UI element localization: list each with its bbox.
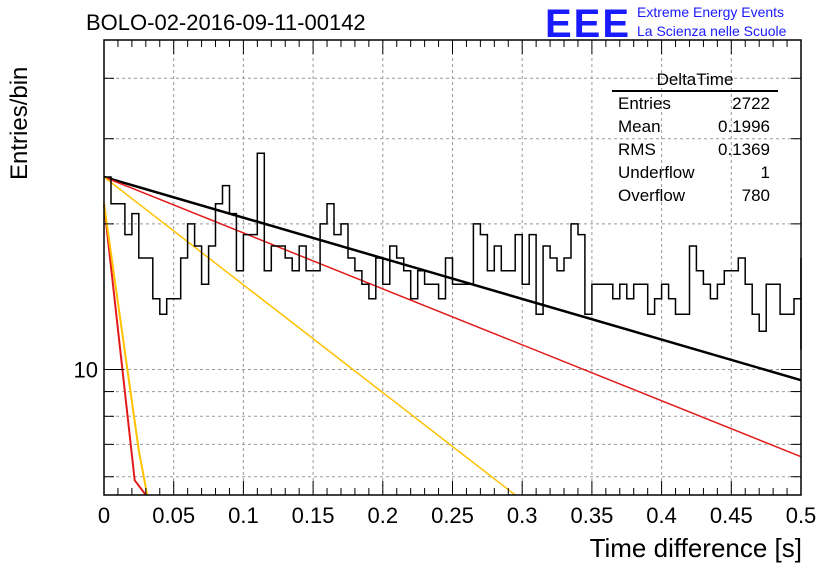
x-tick-label: 0.05 bbox=[152, 503, 195, 528]
stats-value: 0.1369 bbox=[718, 140, 770, 159]
y-tick-label: 10 bbox=[74, 357, 98, 382]
x-tick-label: 0.4 bbox=[646, 503, 677, 528]
x-tick-label: 0.5 bbox=[786, 503, 817, 528]
y-axis-label: Entries/bin bbox=[6, 66, 33, 180]
stats-row-overflow: Overflow 780 bbox=[612, 184, 778, 207]
fit-curve bbox=[103, 176, 516, 496]
fit-curve bbox=[103, 203, 149, 496]
x-axis-label: Time difference [s] bbox=[589, 533, 802, 563]
stats-label: Underflow bbox=[618, 163, 695, 182]
x-tick-labels: 0 0.05 0.1 0.15 0.2 0.25 0.3 0.35 0.4 0.45 0.5 bbox=[98, 503, 816, 528]
x-tick-label: 0 bbox=[98, 503, 110, 528]
eee-logo: EEE bbox=[545, 2, 632, 46]
logo-line-2: La Scienza nelle Scuole bbox=[637, 23, 787, 39]
stats-label: RMS bbox=[618, 140, 656, 159]
histogram-line bbox=[104, 152, 802, 350]
grid bbox=[104, 40, 801, 495]
stats-row-mean: Mean 0.1996 bbox=[612, 115, 778, 138]
x-tick-label: 0.45 bbox=[710, 503, 753, 528]
stats-title: DeltaTime bbox=[612, 70, 778, 92]
stats-row-entries: Entries 2722 bbox=[612, 92, 778, 115]
x-tick-label: 0.3 bbox=[507, 503, 538, 528]
stats-box: DeltaTime Entries 2722 Mean 0.1996 RMS 0.13… bbox=[612, 70, 778, 207]
stats-row-rms: RMS 0.1369 bbox=[612, 138, 778, 161]
fit-curve bbox=[103, 176, 802, 458]
chart-title: BOLO-02-2016-09-11-00142 bbox=[86, 10, 366, 35]
x-tick-label: 0.15 bbox=[292, 503, 335, 528]
stats-value: 780 bbox=[741, 186, 770, 205]
stats-value: 0.1996 bbox=[718, 117, 770, 136]
y-tick-labels: 10 bbox=[74, 357, 98, 382]
stats-label: Entries bbox=[618, 94, 671, 113]
x-tick-label: 0.35 bbox=[570, 503, 613, 528]
x-tick-label: 0.2 bbox=[368, 503, 399, 528]
x-tick-label: 0.25 bbox=[431, 503, 474, 528]
stats-row-underflow: Underflow 1 bbox=[612, 161, 778, 184]
x-tick-label: 0.1 bbox=[228, 503, 259, 528]
fit-curve bbox=[103, 203, 147, 496]
stats-value: 2722 bbox=[732, 94, 770, 113]
logo-line-1: Extreme Energy Events bbox=[637, 4, 785, 20]
axis-ticks bbox=[103, 40, 802, 495]
stats-label: Overflow bbox=[618, 186, 686, 205]
stats-label: Mean bbox=[618, 117, 661, 136]
stats-value: 1 bbox=[760, 163, 770, 182]
